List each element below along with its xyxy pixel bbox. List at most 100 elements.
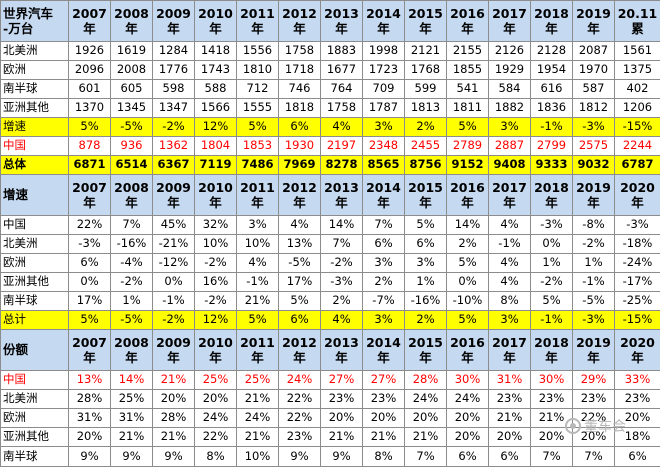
table-cell: 1743 xyxy=(195,61,237,80)
row-label: 南半球 xyxy=(1,292,69,311)
year-number: 2015 xyxy=(405,6,446,21)
row-label: 亚洲其他 xyxy=(1,428,69,447)
table-cell: 6% xyxy=(279,311,321,330)
table-cell: 9333 xyxy=(531,156,573,175)
table-cell: 8% xyxy=(195,447,237,467)
year-suffix: 累 xyxy=(615,21,660,36)
sec1-header-label: 世界汽车-万台 xyxy=(1,1,69,42)
table-cell: -1% xyxy=(153,292,195,311)
table-cell: -2% xyxy=(111,273,153,292)
year-number: 2019 xyxy=(573,180,614,195)
table-cell: -1% xyxy=(237,273,279,292)
year-number: 2014 xyxy=(363,6,404,21)
year-number: 2013 xyxy=(321,180,362,195)
sec2-header-label: 增速 xyxy=(1,175,69,216)
table-cell: 2128 xyxy=(531,42,573,61)
table-cell: 2197 xyxy=(321,137,363,156)
table-cell: 27% xyxy=(363,371,405,390)
table-cell: 1930 xyxy=(279,137,321,156)
table-row: 北美洲-3%-16%-21%10%10%13%7%6%6%2%-1%0%-2%-… xyxy=(1,235,660,254)
table-cell: -2% xyxy=(321,254,363,273)
table-cell: 616 xyxy=(531,80,573,99)
table-cell: -16% xyxy=(111,235,153,254)
table-cell: 21% xyxy=(531,409,573,428)
table-cell: 1362 xyxy=(153,137,195,156)
table-cell: 1810 xyxy=(237,61,279,80)
table-cell: 4% xyxy=(489,216,531,235)
table-cell: 20% xyxy=(447,409,489,428)
year-number: 2016 xyxy=(447,335,488,350)
table-cell: 588 xyxy=(195,80,237,99)
table-cell: 28% xyxy=(69,390,111,409)
table-cell: -1% xyxy=(531,311,573,330)
year-suffix: 年 xyxy=(279,21,320,36)
table-cell: 584 xyxy=(489,80,531,99)
table-cell: 7119 xyxy=(195,156,237,175)
table-cell: 7% xyxy=(405,447,447,467)
table-cell: 21% xyxy=(237,292,279,311)
year-number: 2020 xyxy=(615,180,660,195)
table-cell: 10% xyxy=(237,447,279,467)
table-cell: 1% xyxy=(405,273,447,292)
table-cell: 4% xyxy=(237,254,279,273)
table-cell: 2789 xyxy=(447,137,489,156)
year-number: 2009 xyxy=(153,180,194,195)
year-suffix: 年 xyxy=(531,21,572,36)
table-cell: 10% xyxy=(195,235,237,254)
table-cell: 22% xyxy=(195,428,237,447)
year-suffix: 年 xyxy=(573,350,614,365)
table-cell: -2% xyxy=(195,254,237,273)
row-label: 增速 xyxy=(1,118,69,137)
year-suffix: 年 xyxy=(321,21,362,36)
year-suffix: 年 xyxy=(153,350,194,365)
table-cell: 20% xyxy=(321,409,363,428)
table-cell: 20% xyxy=(195,390,237,409)
table-cell: -18% xyxy=(615,235,660,254)
table-cell: 746 xyxy=(279,80,321,99)
table-cell: 21% xyxy=(489,409,531,428)
table-cell: 6514 xyxy=(111,156,153,175)
table-cell: 2155 xyxy=(447,42,489,61)
row-label: 北美洲 xyxy=(1,390,69,409)
table-cell: 1787 xyxy=(363,99,405,118)
table-cell: 605 xyxy=(111,80,153,99)
table-cell: 4% xyxy=(489,273,531,292)
table-cell: -3% xyxy=(573,118,615,137)
table-cell: 5% xyxy=(447,118,489,137)
year-number: 2010 xyxy=(195,180,236,195)
table-cell: 7% xyxy=(573,447,615,467)
table-cell: 1418 xyxy=(195,42,237,61)
table-cell: 0% xyxy=(153,273,195,292)
row-label: 欧洲 xyxy=(1,254,69,273)
table-cell: 4% xyxy=(321,118,363,137)
table-cell: 1561 xyxy=(615,42,660,61)
table-cell: 5% xyxy=(237,118,279,137)
table-cell: 23% xyxy=(573,390,615,409)
year-number: 2018 xyxy=(531,335,572,350)
table-cell: 7486 xyxy=(237,156,279,175)
year-suffix: 年 xyxy=(363,350,404,365)
table-cell: 2087 xyxy=(573,42,615,61)
row-label: 南半球 xyxy=(1,447,69,467)
table-cell: 27% xyxy=(321,371,363,390)
year-suffix: 年 xyxy=(195,195,236,210)
year-number: 2012 xyxy=(279,335,320,350)
row-label: 中国 xyxy=(1,371,69,390)
table-cell: 1836 xyxy=(531,99,573,118)
table-cell: 22% xyxy=(279,409,321,428)
